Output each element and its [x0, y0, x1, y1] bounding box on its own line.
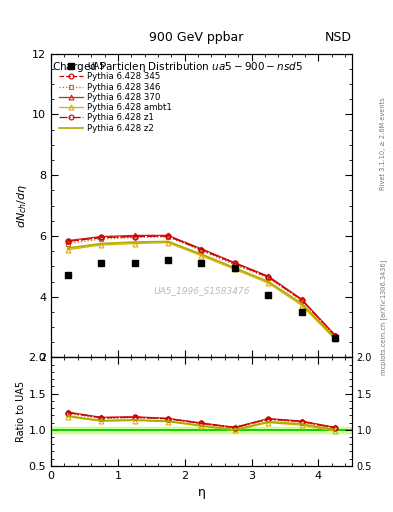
Pythia 6.428 345: [332, 332, 337, 338]
Pythia 6.428 z2: [266, 279, 270, 285]
Pythia 6.428 ambt1: [166, 240, 171, 246]
Pythia 6.428 346: [299, 297, 304, 304]
Pythia 6.428 ambt1: [299, 302, 304, 308]
Pythia 6.428 z1: [65, 239, 70, 245]
Pythia 6.428 z1: [332, 332, 337, 338]
Pythia 6.428 370: [266, 273, 270, 279]
Pythia 6.428 345: [232, 260, 237, 266]
Text: Charged Particleη Distribution $\mathit{ua5-900-nsd5}$: Charged Particleη Distribution $\mathit{…: [52, 60, 303, 74]
Text: UA5_1996_S1583476: UA5_1996_S1583476: [153, 286, 250, 295]
Pythia 6.428 345: [166, 233, 171, 239]
Pythia 6.428 346: [332, 333, 337, 339]
Pythia 6.428 346: [199, 247, 204, 253]
Pythia 6.428 345: [99, 234, 104, 241]
Pythia 6.428 370: [99, 233, 104, 240]
Y-axis label: $dN_{ch}/d\eta$: $dN_{ch}/d\eta$: [15, 183, 29, 228]
Text: 900 GeV ppbar: 900 GeV ppbar: [149, 31, 244, 44]
Pythia 6.428 370: [332, 332, 337, 338]
Pythia 6.428 z1: [199, 247, 204, 253]
Pythia 6.428 z2: [132, 239, 137, 245]
Pythia 6.428 z2: [99, 241, 104, 247]
Line: Pythia 6.428 370: Pythia 6.428 370: [65, 233, 338, 337]
Pythia 6.428 370: [132, 232, 137, 239]
X-axis label: η: η: [197, 486, 206, 499]
Line: Pythia 6.428 z2: Pythia 6.428 z2: [68, 242, 335, 338]
Pythia 6.428 z2: [232, 265, 237, 271]
Text: Rivet 3.1.10, ≥ 2.6M events: Rivet 3.1.10, ≥ 2.6M events: [380, 97, 386, 190]
Pythia 6.428 ambt1: [65, 247, 70, 253]
Line: Pythia 6.428 z1: Pythia 6.428 z1: [65, 233, 338, 338]
Pythia 6.428 z1: [132, 233, 137, 240]
Pythia 6.428 ambt1: [232, 266, 237, 272]
Pythia 6.428 346: [99, 236, 104, 242]
Pythia 6.428 z1: [232, 260, 237, 266]
Pythia 6.428 370: [232, 260, 237, 266]
Pythia 6.428 z2: [299, 301, 304, 307]
Legend: UA5, Pythia 6.428 345, Pythia 6.428 346, Pythia 6.428 370, Pythia 6.428 ambt1, P: UA5, Pythia 6.428 345, Pythia 6.428 346,…: [56, 58, 175, 136]
Line: Pythia 6.428 345: Pythia 6.428 345: [65, 233, 338, 338]
Line: Pythia 6.428 ambt1: Pythia 6.428 ambt1: [65, 240, 338, 342]
Line: Pythia 6.428 346: Pythia 6.428 346: [65, 234, 338, 338]
Pythia 6.428 ambt1: [266, 280, 270, 286]
Pythia 6.428 346: [232, 262, 237, 268]
Pythia 6.428 z2: [199, 251, 204, 257]
Text: NSD: NSD: [325, 31, 352, 44]
Pythia 6.428 z1: [99, 234, 104, 241]
Pythia 6.428 346: [65, 241, 70, 247]
Pythia 6.428 345: [266, 274, 270, 280]
Pythia 6.428 345: [65, 239, 70, 245]
Pythia 6.428 z1: [266, 274, 270, 280]
Pythia 6.428 346: [266, 275, 270, 281]
Pythia 6.428 345: [199, 247, 204, 253]
Pythia 6.428 346: [132, 234, 137, 241]
Pythia 6.428 345: [299, 296, 304, 303]
Pythia 6.428 345: [132, 233, 137, 240]
Pythia 6.428 z2: [65, 245, 70, 251]
Pythia 6.428 ambt1: [99, 242, 104, 248]
Y-axis label: Ratio to UA5: Ratio to UA5: [16, 381, 26, 442]
Bar: [51, 427, 352, 433]
Pythia 6.428 370: [166, 232, 171, 239]
Pythia 6.428 370: [65, 238, 70, 244]
Pythia 6.428 z2: [332, 335, 337, 341]
Pythia 6.428 z1: [166, 233, 171, 239]
Pythia 6.428 370: [299, 296, 304, 302]
Pythia 6.428 z2: [166, 239, 171, 245]
Text: mcplots.cern.ch [arXiv:1306.3436]: mcplots.cern.ch [arXiv:1306.3436]: [380, 260, 387, 375]
Pythia 6.428 ambt1: [332, 336, 337, 343]
Pythia 6.428 370: [199, 246, 204, 252]
Pythia 6.428 346: [166, 234, 171, 240]
Pythia 6.428 ambt1: [199, 252, 204, 259]
Pythia 6.428 z1: [299, 296, 304, 303]
Pythia 6.428 ambt1: [132, 241, 137, 247]
